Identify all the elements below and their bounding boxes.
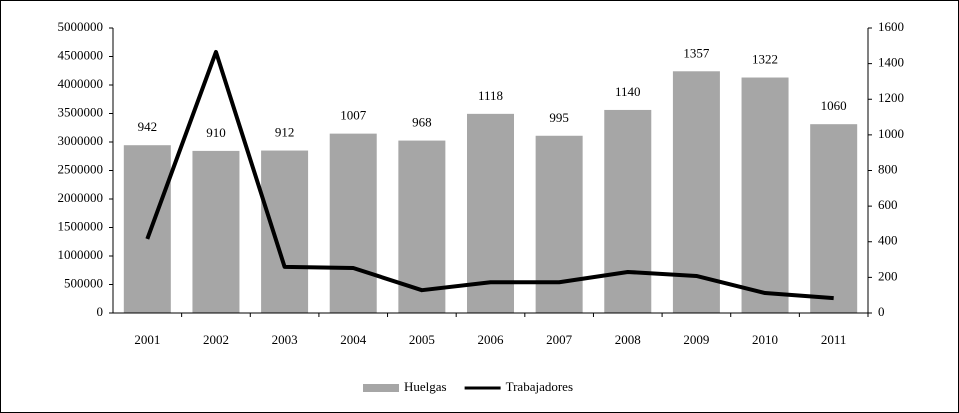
data-label: 1140: [615, 84, 641, 99]
bar: [467, 113, 514, 313]
y-tick-label: 1000000: [58, 247, 104, 262]
x-tick-label: 2010: [752, 332, 778, 347]
bar: [261, 150, 309, 313]
y-tick-label: 3500000: [58, 104, 104, 119]
y2-tick-label: 1600: [878, 19, 904, 34]
data-label: 1007: [340, 108, 367, 123]
x-tick-label: 2004: [340, 332, 367, 347]
y2-tick-label: 400: [878, 233, 898, 248]
y-tick-label: 2500000: [58, 161, 104, 176]
data-label: 1322: [752, 52, 778, 67]
y2-tick-label: 800: [878, 161, 898, 176]
bar: [329, 133, 377, 313]
bar: [535, 135, 583, 313]
data-label: 968: [412, 115, 432, 130]
y2-tick-label: 1000: [878, 126, 904, 141]
data-label: 942: [138, 119, 158, 134]
x-tick-label: 2006: [478, 332, 505, 347]
x-tick-label: 2011: [821, 332, 847, 347]
y-tick-label: 500000: [64, 275, 103, 290]
y-tick-label: 1500000: [58, 218, 104, 233]
y2-tick-label: 1400: [878, 55, 904, 70]
x-tick-label: 2001: [134, 332, 160, 347]
y2-tick-label: 600: [878, 197, 898, 212]
y-tick-label: 5000000: [58, 19, 104, 34]
legend-label: Trabajadores: [506, 379, 573, 394]
y-tick-label: 0: [97, 304, 104, 319]
bar: [604, 109, 652, 313]
legend-swatch: [363, 384, 399, 392]
line: [145, 49, 834, 301]
x-tick-label: 2003: [272, 332, 298, 347]
data-label: 1060: [821, 98, 847, 113]
legend-label: Huelgas: [404, 379, 447, 394]
bar: [741, 77, 789, 313]
bar: [810, 124, 858, 313]
data-label: 995: [549, 110, 569, 125]
y2-tick-label: 0: [878, 304, 885, 319]
y-tick-label: 2000000: [58, 190, 104, 205]
data-label: 1118: [478, 88, 503, 103]
y2-tick-label: 1200: [878, 90, 904, 105]
x-tick-label: 2009: [683, 332, 709, 347]
data-label: 1357: [683, 45, 710, 60]
x-tick-label: 2002: [203, 332, 229, 347]
y-tick-label: 4500000: [58, 47, 104, 62]
data-label: 912: [275, 125, 295, 140]
bar: [123, 145, 171, 313]
y-tick-label: 3000000: [58, 133, 104, 148]
bar: [672, 71, 720, 313]
bar: [192, 150, 240, 313]
x-tick-label: 2005: [409, 332, 435, 347]
y-tick-label: 4000000: [58, 76, 104, 91]
x-tick-label: 2007: [546, 332, 573, 347]
data-label: 910: [206, 125, 226, 140]
y2-tick-label: 200: [878, 268, 898, 283]
x-tick-label: 2008: [615, 332, 641, 347]
